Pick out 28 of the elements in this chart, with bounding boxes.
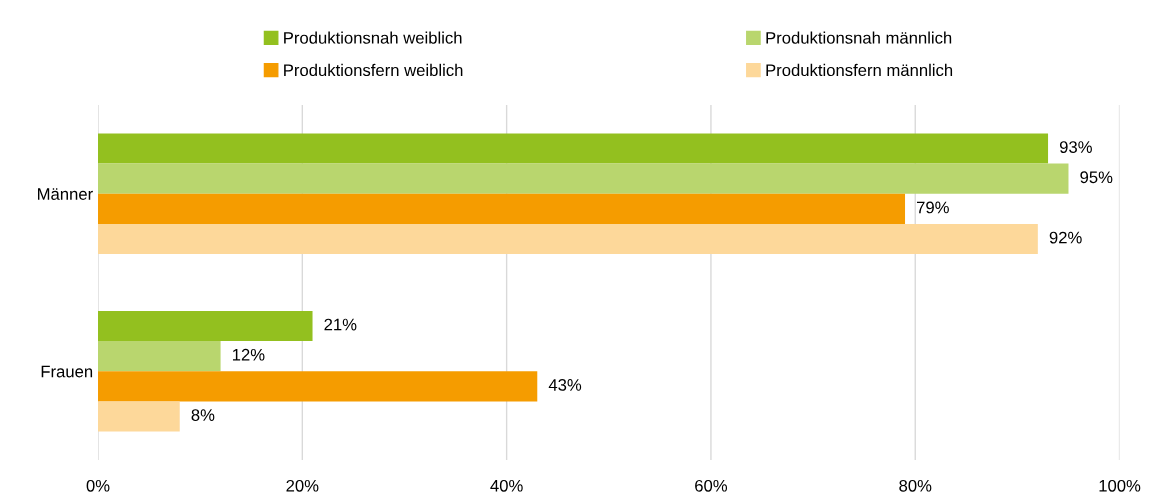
data-label: 79%	[917, 201, 949, 214]
bar	[98, 341, 221, 372]
data-label: 93%	[1059, 141, 1092, 153]
legend-label: Produktionsnah männlich	[766, 31, 952, 44]
legend-label: Produktionsnah weiblich	[284, 31, 462, 44]
bar	[98, 310, 313, 342]
legend-label: Produktionsfern männlich	[766, 63, 953, 77]
x-tick-label: 40%	[490, 479, 523, 492]
bar	[98, 401, 180, 432]
data-label: 92%	[1049, 231, 1082, 244]
x-tick-label: 80%	[899, 479, 932, 492]
y-tick-label: Männer	[38, 188, 93, 200]
data-label: 43%	[548, 379, 582, 391]
data-label: 21%	[324, 318, 357, 331]
x-tick-label: 100%	[1099, 479, 1141, 492]
x-tick-label: 20%	[286, 479, 319, 492]
bar	[98, 193, 906, 224]
data-label: 8%	[191, 409, 215, 421]
x-tick-label: 0%	[86, 479, 110, 492]
data-label: 12%	[232, 348, 265, 361]
bar	[98, 371, 538, 402]
x-tick-label: 60%	[695, 479, 728, 492]
bar	[98, 163, 1069, 194]
legend-label: Produktionsfern weiblich	[284, 63, 463, 77]
bar	[98, 223, 1038, 255]
bar	[98, 133, 1049, 164]
data-label: 95%	[1080, 171, 1113, 184]
y-tick-label: Frauen	[41, 365, 93, 378]
